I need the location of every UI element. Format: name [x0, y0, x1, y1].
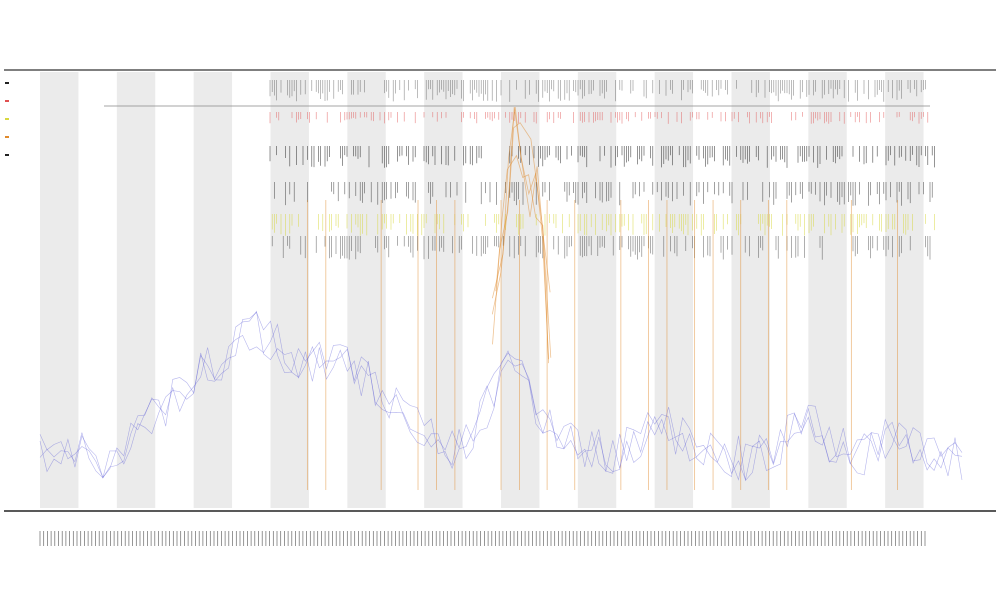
band-shade — [40, 72, 79, 508]
burst-trace — [492, 154, 549, 364]
shaded-bands — [40, 72, 924, 508]
legend-swatch — [5, 154, 9, 156]
band-shade — [347, 72, 386, 508]
band-shade — [885, 72, 924, 508]
legend-swatch — [5, 136, 9, 138]
baseline-trace — [39, 310, 963, 482]
burst-trace — [495, 106, 549, 360]
band-shade — [424, 72, 463, 508]
legend-swatch — [5, 100, 9, 102]
signal-area — [39, 106, 963, 482]
band-shade — [808, 72, 847, 508]
baseline-trace — [39, 323, 963, 481]
band-shade — [577, 72, 617, 508]
band-shade — [193, 72, 233, 508]
band-shade — [731, 72, 770, 508]
legend-swatch — [5, 82, 9, 84]
peak-lines — [306, 200, 898, 490]
x-tick-labels — [39, 531, 926, 546]
annotation-tracks — [269, 80, 935, 260]
legend-swatch — [5, 118, 9, 120]
burst-trace — [491, 122, 552, 358]
baseline-trace — [39, 311, 963, 481]
band-shade — [270, 72, 309, 508]
band-shade — [654, 72, 694, 508]
band-shade — [116, 72, 156, 508]
legend — [5, 82, 9, 156]
band-shade — [501, 72, 540, 508]
